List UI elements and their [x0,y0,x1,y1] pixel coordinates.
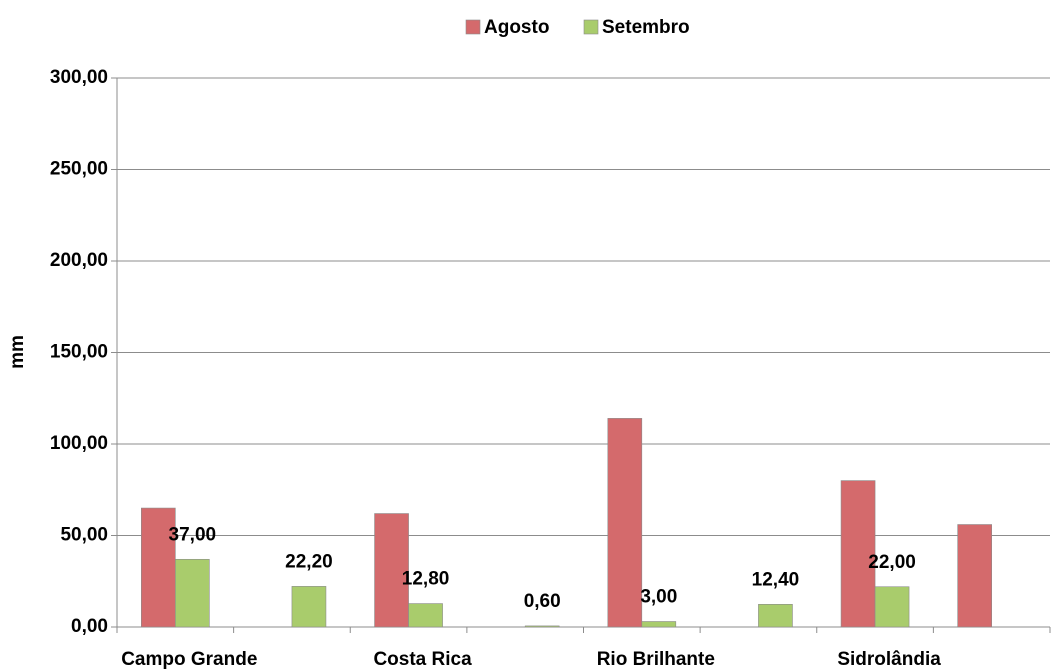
x-tick-label: Sidrolândia [837,649,941,670]
data-label: 3,00 [640,587,677,608]
bar [957,524,992,628]
bar [524,625,560,628]
bar [374,513,409,628]
x-tick-label: Campo Grande [121,649,257,670]
y-tick-label: 150,00 [50,342,108,363]
data-label: 37,00 [169,524,217,545]
bar [641,621,677,628]
bar [291,586,327,628]
y-axis-label: mm [7,335,28,369]
bar [175,558,210,628]
y-tick-label: 50,00 [60,525,108,546]
bar [758,604,793,628]
data-label: 22,20 [285,551,333,572]
bar [141,507,176,628]
legend-swatch [465,19,481,35]
bar [607,418,643,628]
y-tick-label: 250,00 [50,159,108,180]
legend-label: Setembro [602,17,690,38]
data-label: 12,80 [402,569,450,590]
data-label: 0,60 [524,591,561,612]
bar [874,586,910,628]
y-tick-label: 300,00 [50,67,108,88]
legend-swatch [583,19,599,35]
bar [408,603,443,628]
y-tick-label: 0,00 [71,616,108,637]
data-label: 12,40 [752,569,800,590]
x-tick-label: Costa Rica [373,649,472,670]
data-label: 22,00 [868,552,916,573]
y-tick-label: 100,00 [50,433,108,454]
legend-label: Agosto [484,17,549,38]
x-tick-label: Rio Brilhante [597,649,715,670]
bar [840,480,876,628]
y-tick-label: 200,00 [50,250,108,271]
